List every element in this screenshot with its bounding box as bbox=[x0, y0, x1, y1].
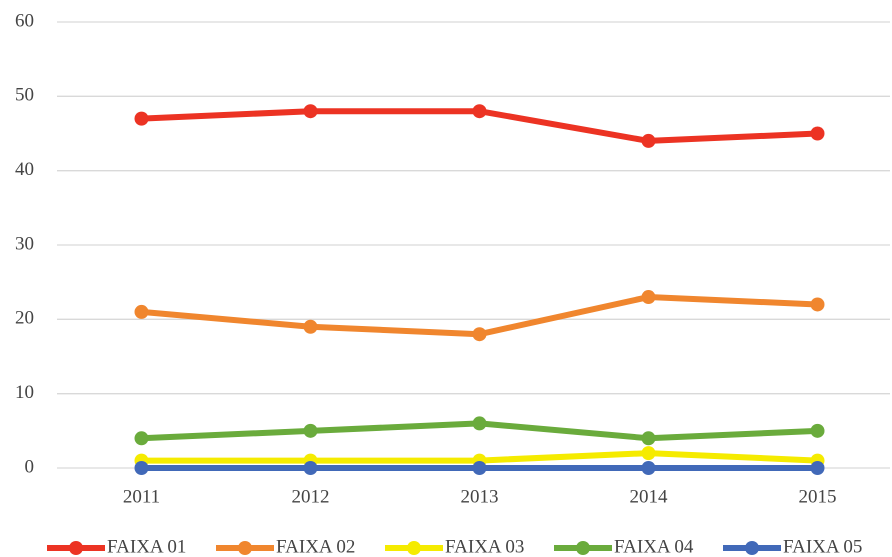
data-point bbox=[810, 297, 825, 312]
data-point bbox=[641, 290, 656, 305]
data-point bbox=[303, 461, 318, 475]
data-point bbox=[810, 461, 825, 475]
y-tick-label: 30 bbox=[15, 233, 34, 254]
legend-marker bbox=[238, 541, 252, 555]
x-tick-label: 2011 bbox=[123, 486, 160, 507]
data-point bbox=[472, 327, 487, 342]
y-tick-label: 20 bbox=[15, 308, 34, 329]
data-point bbox=[810, 423, 825, 438]
data-point bbox=[472, 461, 487, 475]
data-point bbox=[641, 431, 656, 446]
y-tick-label: 40 bbox=[15, 159, 34, 180]
x-tick-label: 2014 bbox=[630, 486, 669, 507]
data-point bbox=[134, 461, 149, 475]
data-point bbox=[134, 304, 149, 319]
y-tick-label: 10 bbox=[15, 382, 34, 403]
legend-label: FAIXA 05 bbox=[783, 536, 862, 557]
y-tick-label: 60 bbox=[15, 10, 34, 31]
data-point bbox=[472, 416, 487, 431]
x-tick-label: 2015 bbox=[799, 486, 837, 507]
data-point bbox=[303, 319, 318, 334]
legend-marker bbox=[745, 541, 759, 555]
data-point bbox=[303, 423, 318, 438]
legend-label: FAIXA 02 bbox=[276, 536, 355, 557]
data-point bbox=[472, 104, 487, 119]
legend-marker bbox=[407, 541, 421, 555]
data-point bbox=[810, 126, 825, 141]
legend-marker bbox=[69, 541, 83, 555]
data-point bbox=[641, 461, 656, 475]
legend-label: FAIXA 03 bbox=[445, 536, 524, 557]
data-point bbox=[641, 446, 656, 461]
x-tick-label: 2013 bbox=[461, 486, 499, 507]
data-point bbox=[134, 431, 149, 446]
legend-marker bbox=[576, 541, 590, 555]
y-tick-label: 50 bbox=[15, 85, 34, 106]
y-tick-label: 0 bbox=[25, 456, 35, 477]
legend-label: FAIXA 01 bbox=[107, 536, 186, 557]
data-point bbox=[134, 111, 149, 126]
data-point bbox=[641, 133, 656, 148]
data-point bbox=[303, 104, 318, 119]
legend-label: FAIXA 04 bbox=[614, 536, 694, 557]
x-tick-label: 2012 bbox=[292, 486, 330, 507]
